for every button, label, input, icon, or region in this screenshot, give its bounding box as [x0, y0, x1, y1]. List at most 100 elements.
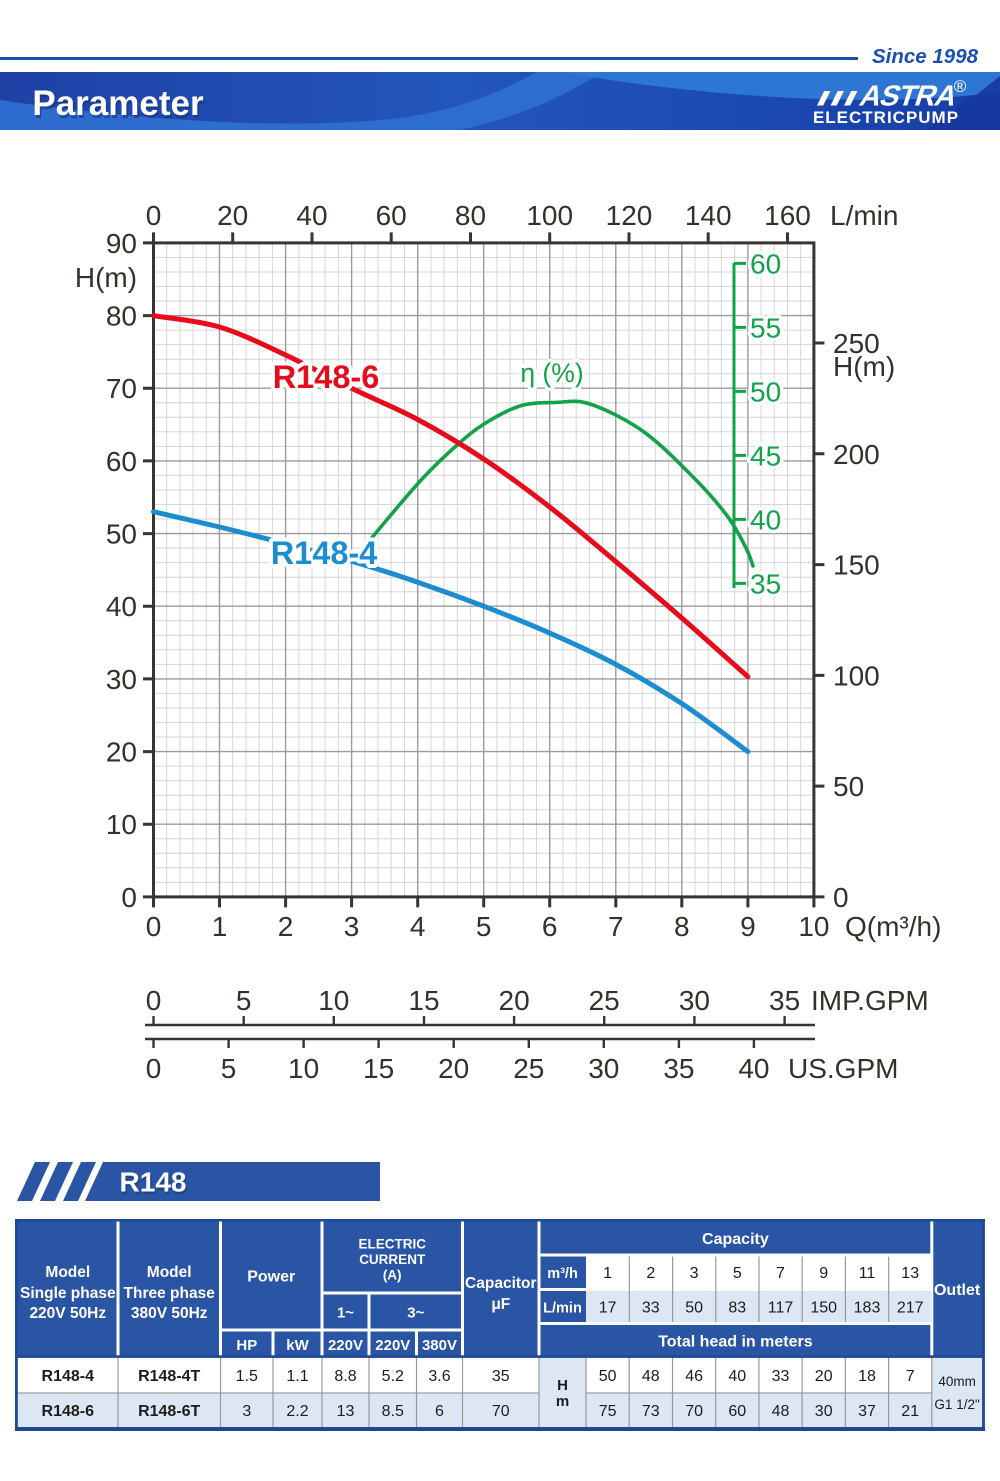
svg-text:30: 30: [679, 985, 710, 1016]
svg-text:R148-6: R148-6: [273, 359, 380, 395]
svg-text:117: 117: [768, 1300, 794, 1317]
svg-text:40: 40: [738, 1053, 769, 1084]
svg-text:m: m: [556, 1393, 569, 1410]
svg-text:70: 70: [492, 1403, 510, 1420]
svg-text:Outlet: Outlet: [934, 1282, 981, 1299]
svg-text:70: 70: [685, 1403, 703, 1420]
svg-text:10: 10: [318, 985, 349, 1016]
svg-text:150: 150: [833, 550, 880, 581]
svg-text:8.8: 8.8: [334, 1368, 356, 1385]
svg-text:35: 35: [492, 1368, 510, 1385]
svg-text:60: 60: [106, 446, 137, 477]
svg-text:0: 0: [146, 1053, 162, 1084]
svg-text:30: 30: [815, 1403, 833, 1420]
svg-text:3: 3: [344, 911, 360, 942]
svg-text:140: 140: [685, 200, 732, 231]
svg-text:60: 60: [728, 1403, 746, 1420]
svg-text:η (%): η (%): [520, 358, 583, 388]
svg-text:50: 50: [106, 519, 137, 550]
svg-text:5: 5: [476, 911, 492, 942]
svg-text:0: 0: [146, 200, 162, 231]
svg-text:1: 1: [212, 911, 228, 942]
svg-text:m³/h: m³/h: [547, 1266, 578, 1282]
svg-text:Q(m³/h): Q(m³/h): [845, 911, 941, 942]
svg-text:6: 6: [542, 911, 558, 942]
svg-text:18: 18: [858, 1368, 876, 1385]
svg-text:μF: μF: [491, 1296, 510, 1313]
svg-text:5: 5: [221, 1053, 237, 1084]
svg-text:220V: 220V: [375, 1337, 410, 1354]
svg-text:200: 200: [833, 439, 880, 470]
svg-text:35: 35: [769, 985, 800, 1016]
svg-text:(A): (A): [383, 1268, 402, 1283]
svg-text:40mm: 40mm: [938, 1374, 976, 1389]
svg-text:Model: Model: [147, 1264, 192, 1281]
svg-text:Total head in meters: Total head in meters: [658, 1334, 813, 1351]
svg-text:7: 7: [906, 1368, 915, 1385]
svg-text:380V: 380V: [422, 1337, 457, 1354]
svg-text:R148-4: R148-4: [42, 1368, 95, 1385]
svg-text:3: 3: [242, 1403, 251, 1420]
svg-text:7: 7: [608, 911, 624, 942]
svg-text:3.6: 3.6: [428, 1368, 450, 1385]
svg-text:Model: Model: [45, 1264, 90, 1281]
svg-text:R148: R148: [120, 1167, 187, 1198]
svg-text:83: 83: [728, 1300, 746, 1317]
svg-text:kW: kW: [286, 1337, 309, 1354]
svg-text:ELECTRIC: ELECTRIC: [358, 1237, 426, 1252]
svg-text:10: 10: [288, 1053, 319, 1084]
svg-text:80: 80: [455, 200, 486, 231]
svg-text:37: 37: [858, 1403, 876, 1420]
svg-text:1.1: 1.1: [286, 1368, 308, 1385]
svg-text:10: 10: [106, 809, 137, 840]
svg-text:2: 2: [278, 911, 294, 942]
svg-text:33: 33: [642, 1300, 660, 1317]
svg-text:0: 0: [146, 985, 162, 1016]
svg-text:75: 75: [599, 1403, 617, 1420]
svg-text:Capacitor: Capacitor: [465, 1275, 537, 1292]
svg-text:45: 45: [750, 440, 781, 471]
svg-text:73: 73: [642, 1403, 660, 1420]
svg-text:CURRENT: CURRENT: [359, 1252, 426, 1267]
svg-text:100: 100: [833, 660, 880, 691]
svg-text:150: 150: [810, 1300, 837, 1317]
svg-text:55: 55: [750, 312, 781, 343]
svg-text:48: 48: [642, 1368, 660, 1385]
svg-text:11: 11: [859, 1265, 876, 1282]
svg-text:8.5: 8.5: [382, 1403, 404, 1420]
svg-text:120: 120: [606, 200, 653, 231]
svg-text:H(m): H(m): [75, 262, 137, 293]
svg-text:220V: 220V: [328, 1337, 363, 1354]
svg-text:35: 35: [750, 568, 781, 599]
svg-text:25: 25: [589, 985, 620, 1016]
svg-text:Parameter: Parameter: [32, 84, 204, 123]
svg-text:IMP.GPM: IMP.GPM: [811, 985, 929, 1016]
svg-text:L/min: L/min: [543, 1301, 582, 1317]
svg-text:50: 50: [833, 771, 864, 802]
svg-text:250: 250: [833, 328, 880, 359]
svg-text:48: 48: [772, 1403, 790, 1420]
svg-text:40: 40: [106, 591, 137, 622]
svg-text:R148-6: R148-6: [42, 1403, 95, 1420]
svg-text:160: 160: [764, 200, 811, 231]
svg-text:60: 60: [750, 248, 781, 279]
svg-text:80: 80: [106, 301, 137, 332]
svg-text:30: 30: [106, 664, 137, 695]
svg-text:380V 50Hz: 380V 50Hz: [131, 1305, 208, 1322]
svg-text:9: 9: [819, 1265, 828, 1282]
svg-text:10: 10: [798, 911, 829, 942]
svg-text:R148-4T: R148-4T: [138, 1368, 200, 1385]
svg-text:2: 2: [646, 1265, 655, 1282]
svg-text:ASTRA: ASTRA: [856, 80, 962, 112]
svg-text:1.5: 1.5: [236, 1368, 258, 1385]
svg-text:R148: R148: [121, 1169, 188, 1200]
svg-text:9: 9: [740, 911, 756, 942]
svg-text:2.2: 2.2: [286, 1403, 308, 1420]
svg-text:0: 0: [146, 911, 162, 942]
svg-text:5.2: 5.2: [382, 1368, 404, 1385]
svg-text:R148-4: R148-4: [271, 535, 378, 571]
svg-text:5: 5: [236, 985, 252, 1016]
svg-text:21: 21: [901, 1403, 919, 1420]
svg-text:5: 5: [733, 1265, 742, 1282]
svg-text:Parameter: Parameter: [34, 87, 206, 126]
